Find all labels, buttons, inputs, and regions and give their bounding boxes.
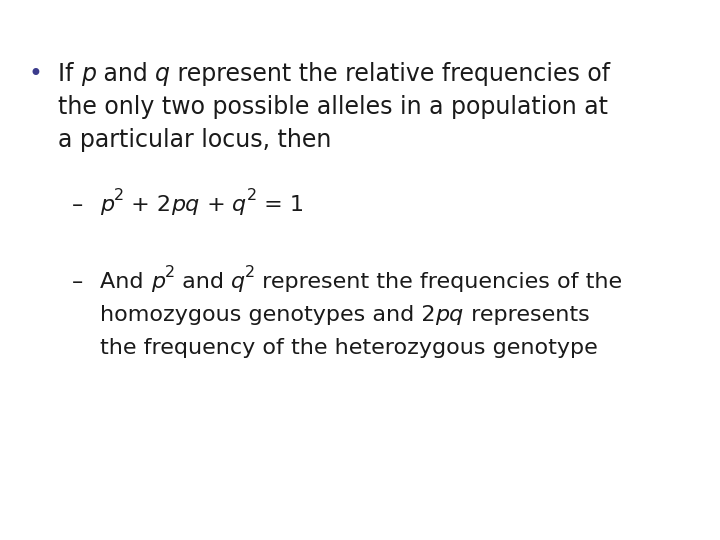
Text: a particular locus, then: a particular locus, then bbox=[58, 128, 331, 152]
Text: = 1: = 1 bbox=[256, 195, 304, 215]
Text: q: q bbox=[156, 62, 170, 86]
Text: p: p bbox=[81, 62, 96, 86]
Text: the frequency of the heterozygous genotype: the frequency of the heterozygous genoty… bbox=[100, 338, 598, 358]
Text: q: q bbox=[231, 272, 245, 292]
Text: 2: 2 bbox=[114, 188, 125, 203]
Text: –: – bbox=[72, 272, 84, 292]
Text: and: and bbox=[96, 62, 156, 86]
Text: + 2: + 2 bbox=[125, 195, 171, 215]
Text: And: And bbox=[100, 272, 150, 292]
Text: 2: 2 bbox=[165, 265, 175, 280]
Text: –: – bbox=[72, 195, 84, 215]
Text: p: p bbox=[150, 272, 165, 292]
Text: represents: represents bbox=[464, 305, 590, 325]
Text: If: If bbox=[58, 62, 81, 86]
Text: +: + bbox=[199, 195, 233, 215]
Text: pq: pq bbox=[171, 195, 199, 215]
Text: homozygous genotypes and 2: homozygous genotypes and 2 bbox=[100, 305, 436, 325]
Text: 2: 2 bbox=[245, 265, 256, 280]
Text: represent the frequencies of the: represent the frequencies of the bbox=[256, 272, 622, 292]
Text: and: and bbox=[175, 272, 231, 292]
Text: •: • bbox=[28, 62, 42, 86]
Text: 2: 2 bbox=[246, 188, 256, 203]
Text: q: q bbox=[233, 195, 246, 215]
Text: p: p bbox=[100, 195, 114, 215]
Text: pq: pq bbox=[436, 305, 464, 325]
Text: the only two possible alleles in a population at: the only two possible alleles in a popul… bbox=[58, 95, 608, 119]
Text: represent the relative frequencies of: represent the relative frequencies of bbox=[170, 62, 611, 86]
